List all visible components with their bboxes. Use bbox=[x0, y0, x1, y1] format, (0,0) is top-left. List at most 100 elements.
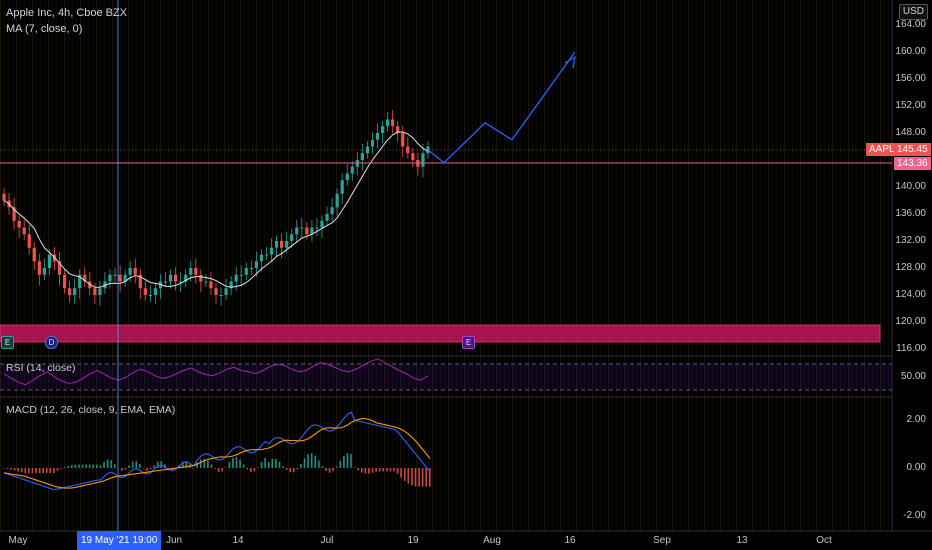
candle-body bbox=[274, 241, 279, 248]
candle-body bbox=[118, 274, 122, 282]
session-stripe bbox=[244, 0, 246, 531]
macd-histogram-bar bbox=[314, 455, 317, 468]
session-stripe bbox=[448, 0, 450, 531]
macd-histogram-bar bbox=[192, 468, 195, 469]
session-stripe bbox=[232, 0, 234, 531]
earnings-event-icon[interactable]: E bbox=[1, 336, 14, 349]
candle-body bbox=[47, 254, 52, 268]
macd-histogram-bar bbox=[318, 460, 320, 468]
macd-histogram-bar bbox=[375, 468, 377, 472]
session-stripe bbox=[144, 0, 146, 531]
macd-histogram-bar bbox=[3, 468, 5, 469]
session-stripe bbox=[508, 0, 510, 531]
macd-histogram-bar bbox=[49, 468, 52, 474]
session-stripe bbox=[684, 0, 686, 531]
macd-histogram-bar bbox=[296, 468, 299, 470]
session-stripe bbox=[380, 0, 382, 531]
session-stripe bbox=[792, 0, 794, 531]
macd-histogram-bar bbox=[142, 468, 145, 469]
macd-histogram-bar bbox=[278, 461, 281, 468]
candle-body bbox=[350, 166, 354, 174]
session-stripe bbox=[752, 0, 754, 531]
candle-body bbox=[32, 247, 36, 262]
session-stripe bbox=[704, 0, 706, 531]
session-stripe bbox=[136, 0, 138, 531]
session-stripe bbox=[808, 0, 810, 531]
macd-histogram-bar bbox=[242, 464, 245, 468]
session-stripe bbox=[480, 0, 482, 531]
macd-legend[interactable]: MACD (12, 26, close, 9, EMA, EMA) bbox=[6, 404, 176, 416]
session-stripe bbox=[856, 0, 858, 531]
macd-histogram-bar bbox=[339, 460, 342, 468]
candle-body bbox=[113, 274, 117, 276]
session-stripe bbox=[552, 0, 554, 531]
candle-body bbox=[184, 274, 188, 282]
macd-histogram-bar bbox=[228, 462, 231, 468]
macd-histogram-bar bbox=[60, 468, 62, 469]
session-stripe bbox=[864, 0, 866, 531]
macd-histogram-bar bbox=[386, 468, 388, 472]
symbol-legend[interactable]: Apple Inc, 4h, Cboe BZX bbox=[6, 7, 128, 19]
price-axis-tick: 156.00 bbox=[895, 73, 926, 84]
macd-histogram-bar bbox=[17, 468, 19, 472]
macd-histogram-bar bbox=[271, 458, 274, 468]
macd-histogram-bar bbox=[346, 453, 349, 468]
macd-histogram-bar bbox=[124, 468, 127, 470]
session-stripe bbox=[220, 0, 222, 531]
upcoming-earnings-icon[interactable]: E bbox=[462, 336, 475, 349]
session-stripe bbox=[344, 0, 346, 531]
session-stripe bbox=[784, 0, 786, 531]
session-stripe bbox=[668, 0, 670, 531]
macd-histogram-bar bbox=[181, 461, 184, 468]
macd-histogram-bar bbox=[264, 457, 266, 468]
session-stripe bbox=[240, 0, 242, 531]
session-stripe bbox=[52, 0, 54, 531]
candle-body bbox=[310, 227, 314, 235]
candle-body bbox=[37, 261, 41, 275]
macd-histogram-bar bbox=[332, 468, 334, 472]
session-stripe bbox=[212, 0, 214, 531]
session-stripe bbox=[32, 0, 34, 531]
dividend-event-icon[interactable]: D bbox=[45, 336, 58, 349]
rsi-legend[interactable]: RSI (14, close) bbox=[6, 362, 76, 374]
session-stripe bbox=[652, 0, 654, 531]
candle-body bbox=[62, 274, 67, 289]
candle-body bbox=[244, 268, 248, 275]
session-stripe bbox=[812, 0, 814, 531]
session-stripe bbox=[64, 0, 66, 531]
candle-body bbox=[17, 220, 21, 228]
candle-body bbox=[396, 126, 400, 133]
rsi-band bbox=[0, 364, 892, 390]
candle-body bbox=[179, 281, 183, 283]
session-stripe bbox=[848, 0, 850, 531]
session-stripe bbox=[312, 0, 314, 531]
session-stripes bbox=[0, 0, 890, 531]
macd-histogram-bar bbox=[160, 461, 163, 468]
macd-histogram-bar bbox=[20, 468, 23, 473]
session-stripe bbox=[120, 0, 122, 531]
session-stripe bbox=[324, 0, 326, 531]
macd-histogram-bar bbox=[303, 458, 306, 468]
candle-body bbox=[330, 207, 334, 214]
macd-histogram-bar bbox=[224, 467, 227, 469]
session-stripe bbox=[376, 0, 378, 531]
session-stripe bbox=[16, 0, 18, 531]
session-stripe bbox=[172, 0, 174, 531]
session-stripe bbox=[208, 0, 210, 531]
ma-legend[interactable]: MA (7, close, 0) bbox=[6, 23, 83, 35]
session-stripe bbox=[216, 0, 218, 531]
candle-body bbox=[375, 133, 380, 140]
session-stripe bbox=[364, 0, 366, 531]
session-stripe bbox=[320, 0, 322, 531]
macd-histogram-bar bbox=[275, 458, 277, 468]
session-stripe bbox=[352, 0, 354, 531]
session-stripe bbox=[424, 0, 426, 531]
currency-badge[interactable]: USD bbox=[898, 4, 928, 20]
macd-histogram-bar bbox=[221, 468, 223, 472]
price-axis-tick: 164.00 bbox=[895, 19, 926, 30]
session-stripe bbox=[496, 0, 498, 531]
price-axis-tick: 152.00 bbox=[895, 100, 926, 111]
candle-body bbox=[300, 227, 304, 229]
session-stripe bbox=[264, 0, 266, 531]
